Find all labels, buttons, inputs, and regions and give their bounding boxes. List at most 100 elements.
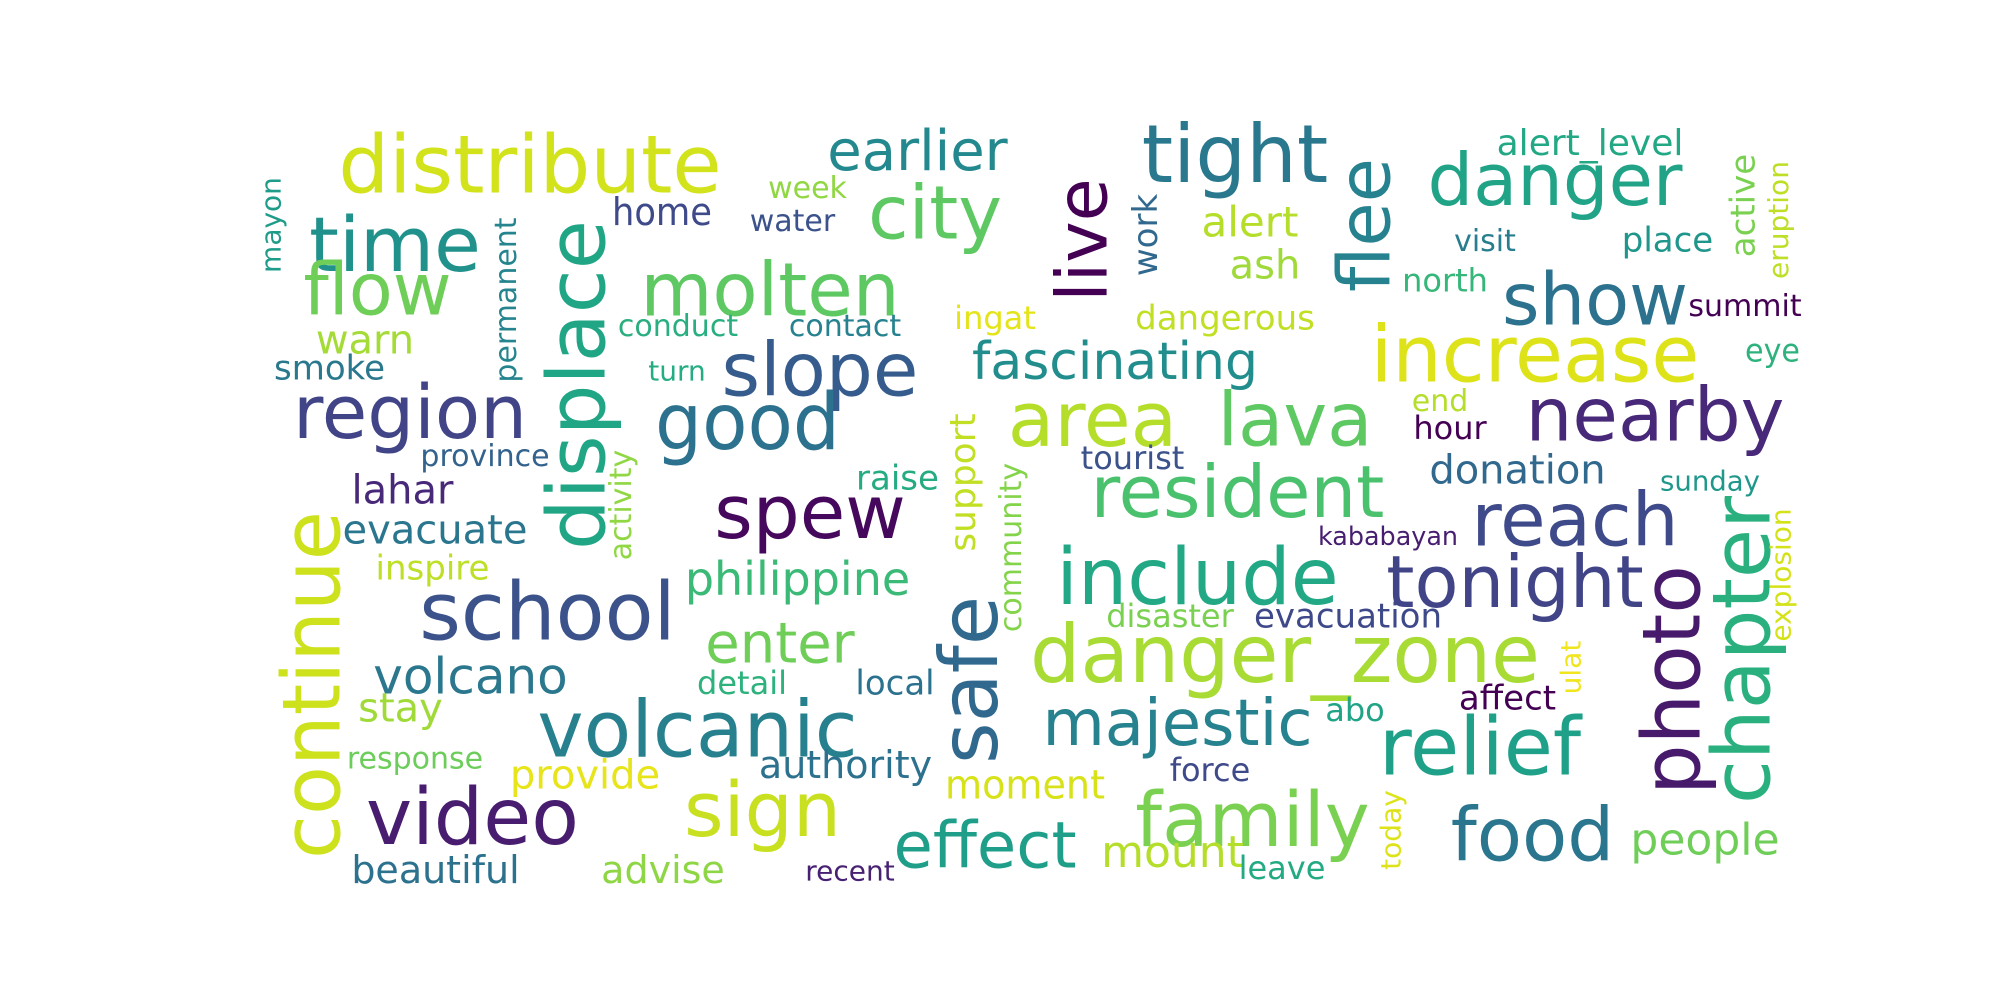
word-nearby: nearby [1526, 373, 1785, 459]
word-active: active [1724, 154, 1764, 257]
word-warn: warn [316, 318, 414, 364]
word-home: home [612, 190, 712, 234]
word-work: work [1126, 194, 1166, 277]
word-support: support [943, 413, 984, 551]
word-resident: resident [1091, 450, 1385, 534]
word-include: include [1056, 533, 1339, 623]
word-enter: enter [705, 612, 855, 677]
word-water: water [750, 204, 836, 239]
word-today: today [1375, 790, 1408, 870]
word-time: time [309, 200, 481, 289]
word-smoke: smoke [274, 349, 385, 389]
word-ulat: ulat [1555, 641, 1588, 695]
word-mayon: mayon [255, 177, 288, 273]
word-disaster: disaster [1106, 597, 1234, 635]
word-mount: mount [1101, 827, 1244, 878]
word-tonight: tonight [1386, 540, 1643, 624]
word-lahar: lahar [352, 468, 454, 514]
word-people: people [1630, 815, 1779, 866]
word-inspire: inspire [376, 549, 490, 589]
word-evacuation: evacuation [1254, 597, 1442, 637]
word-force: force [1170, 751, 1251, 789]
word-tight: tight [1142, 108, 1328, 201]
word-city: city [868, 171, 1002, 257]
word-volcanic: volcanic [537, 685, 857, 775]
word-sunday: sunday [1660, 465, 1760, 498]
word-moment: moment [945, 763, 1105, 809]
word-lava: lava [1217, 378, 1372, 464]
word-video: video [366, 773, 579, 863]
word-alert-level: alert_level [1497, 123, 1684, 164]
word-area: area [1008, 375, 1177, 464]
word-kababayan: kababayan [1318, 522, 1458, 552]
word-response: response [347, 742, 483, 777]
word-north: north [1402, 262, 1488, 300]
word-chapter: chapter [1695, 496, 1788, 804]
word-activity: activity [604, 450, 639, 561]
word-slope: slope [722, 328, 919, 414]
word-eruption: eruption [1762, 161, 1795, 279]
word-region: region [293, 370, 527, 456]
word-cloud-words: distribute earlier tight dangeralert_levelm… [255, 108, 1802, 892]
word-family: family [1135, 775, 1370, 864]
word-detail: detail [697, 664, 787, 702]
word-place: place [1622, 221, 1713, 261]
word-increase: increase [1371, 310, 1700, 400]
word-recent: recent [805, 855, 894, 888]
word-visit: visit [1454, 224, 1516, 259]
word-provide: provide [510, 753, 660, 799]
word-flow: flow [303, 248, 451, 332]
word-contact: contact [789, 309, 902, 344]
word-food: food [1451, 793, 1615, 879]
word-ash: ash [1230, 243, 1301, 289]
word-earlier: earlier [827, 119, 1008, 184]
word-beautiful: beautiful [351, 848, 519, 892]
word-relief: relief [1379, 700, 1583, 793]
word-majestic: majestic [1042, 687, 1312, 761]
word-continue: continue [265, 511, 358, 859]
word-philippine: philippine [685, 552, 910, 606]
word-school: school [419, 565, 675, 658]
word-flee: flee [1323, 158, 1407, 292]
word-danger: danger [1427, 138, 1682, 222]
word-evacuate: evacuate [343, 508, 528, 554]
word-effect: effect [893, 810, 1076, 884]
word-reach: reach [1471, 478, 1678, 564]
word-fascinating: fascinating [972, 332, 1258, 392]
word-spew: spew [714, 470, 906, 556]
word-good: good [655, 378, 840, 468]
word-week: week [768, 171, 847, 206]
word-displace: displace [530, 220, 623, 550]
word-eye: eye [1745, 332, 1800, 370]
word-community: community [994, 463, 1029, 632]
word-local: local [855, 664, 934, 704]
word-explosion: explosion [1765, 508, 1798, 641]
word-ingat: ingat [954, 299, 1036, 337]
word-volcano: volcano [373, 648, 567, 706]
word-advise: advise [601, 848, 725, 892]
word-show: show [1502, 258, 1688, 342]
word-province: province [420, 439, 549, 474]
word-hour: hour [1413, 409, 1487, 447]
word-safe: safe [923, 596, 1016, 764]
word-authority: authority [759, 743, 932, 787]
word-distribute: distribute [338, 118, 721, 211]
word-raise: raise [856, 459, 939, 499]
word-leave: leave [1239, 849, 1326, 887]
word-alert: alert [1202, 198, 1299, 247]
word-conduct: conduct [618, 309, 738, 344]
word-affect: affect [1459, 679, 1556, 719]
word-end: end [1412, 384, 1469, 419]
word-summit: summit [1688, 289, 1801, 324]
word-turn: turn [648, 355, 706, 388]
word-sign: sign [684, 765, 841, 854]
word-danger-zone: danger_zone [1030, 608, 1540, 701]
word-permanent: permanent [489, 217, 524, 382]
word-dangerous: dangerous [1135, 299, 1315, 339]
word-donation: donation [1429, 448, 1605, 494]
word-abo: abo [1325, 691, 1385, 729]
word-photo: photo [1625, 565, 1718, 795]
word-molten: molten [640, 248, 899, 334]
word-tourist: tourist [1081, 439, 1185, 477]
